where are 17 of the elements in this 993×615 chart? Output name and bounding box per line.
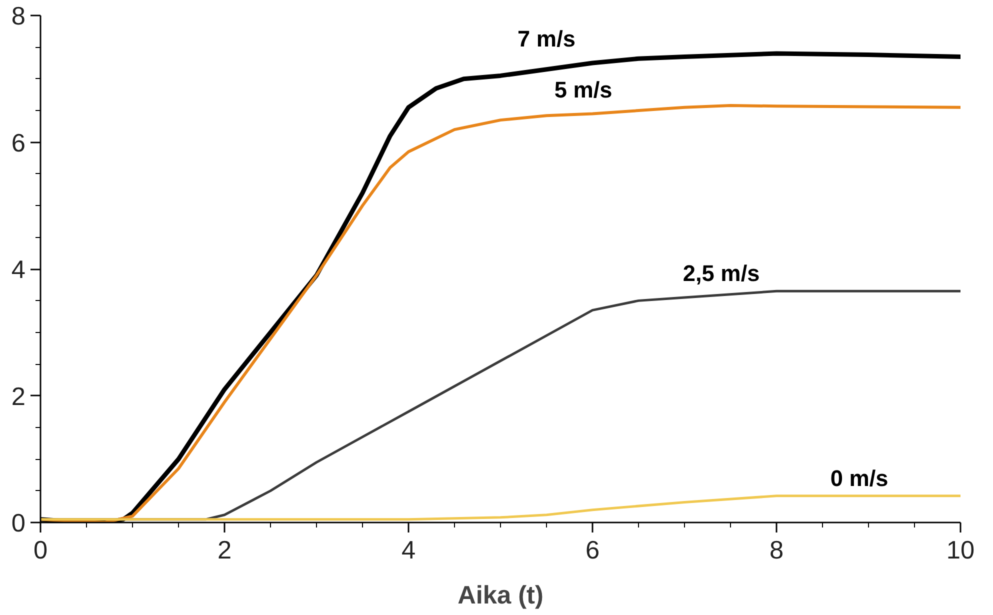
x-tick-label: 2 xyxy=(217,536,232,564)
x-tick-label: 0 xyxy=(33,536,48,564)
y-tick-label: 0 xyxy=(11,510,26,538)
y-tick-label: 2 xyxy=(11,382,26,411)
y-tick-label: 6 xyxy=(11,129,26,158)
x-tick-label: 10 xyxy=(946,536,975,564)
series-label: 5 m/s xyxy=(554,76,612,102)
x-tick-label: 6 xyxy=(585,536,600,564)
line-series xyxy=(40,494,960,521)
y-tick-label: 8 xyxy=(11,2,26,30)
x-axis-title: Aika (t) xyxy=(458,582,544,610)
series-label: 7 m/s xyxy=(518,26,576,52)
y-tick-label: 4 xyxy=(11,256,26,284)
series-label: 2,5 m/s xyxy=(682,260,760,286)
series-label: 0 m/s xyxy=(830,464,888,491)
x-tick-label: 4 xyxy=(401,536,416,564)
x-tick-label: 8 xyxy=(769,536,784,564)
